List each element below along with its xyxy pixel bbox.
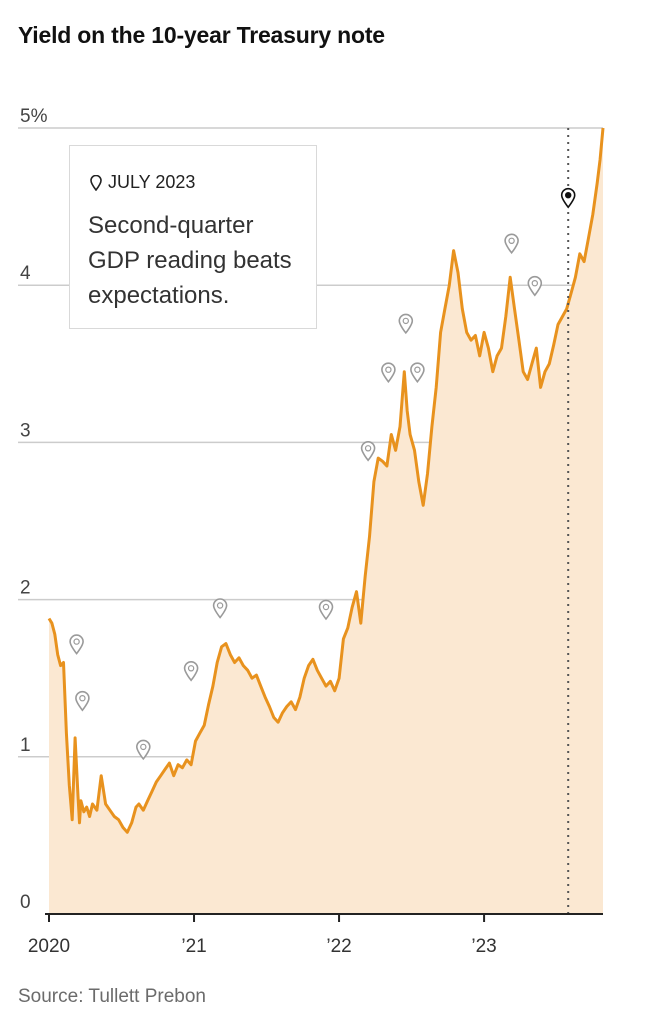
- yield-line: [47, 127, 605, 834]
- y-tick-label: 2: [20, 578, 31, 599]
- event-marker[interactable]: [69, 634, 84, 655]
- x-tick-label: 2020: [28, 936, 70, 957]
- x-tick-label: ’22: [326, 936, 351, 957]
- y-tick-labels: 0 1 2 3 4 5%: [20, 106, 48, 913]
- callout-text: Second-quarter GDP reading beats expecta…: [88, 212, 292, 309]
- event-marker[interactable]: [318, 599, 334, 621]
- event-marker[interactable]: [212, 598, 228, 619]
- location-pin-icon: [90, 174, 102, 191]
- y-tick-label: 3: [20, 420, 31, 441]
- event-marker[interactable]: [75, 690, 90, 712]
- y-tick-label: 1: [20, 735, 31, 756]
- event-marker[interactable]: [410, 362, 425, 383]
- event-marker[interactable]: [398, 313, 414, 335]
- event-marker-active[interactable]: [560, 187, 576, 209]
- event-marker[interactable]: [504, 233, 519, 255]
- event-markers: [69, 187, 576, 761]
- chart-title: Yield on the 10-year Treasury note: [18, 22, 385, 48]
- event-marker[interactable]: [381, 362, 396, 383]
- event-marker[interactable]: [527, 275, 543, 297]
- x-tick-label: ’23: [471, 936, 496, 957]
- y-tick-label: 5%: [20, 106, 48, 127]
- source-note: Source: Tullett Prebon: [18, 986, 206, 1007]
- y-tick-label: 0: [20, 892, 31, 913]
- event-marker[interactable]: [136, 739, 151, 761]
- x-tick-label: ’21: [181, 936, 206, 957]
- y-tick-label: 4: [20, 263, 31, 284]
- event-marker[interactable]: [360, 441, 376, 462]
- x-tick-labels: 2020 ’21 ’22 ’23: [28, 914, 497, 957]
- event-marker[interactable]: [183, 661, 199, 682]
- callout-date: JULY 2023: [108, 172, 196, 192]
- event-callout: JULY 2023 Second-quarter GDP reading bea…: [69, 145, 317, 329]
